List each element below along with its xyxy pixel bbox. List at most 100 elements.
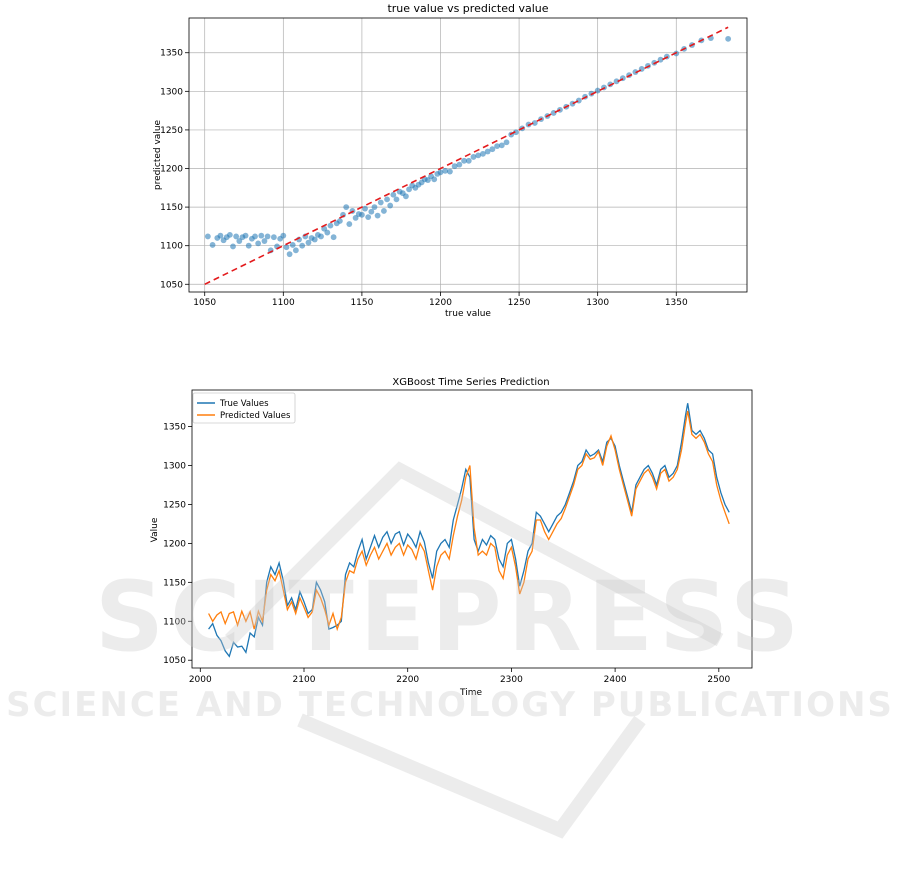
scatter-point [204,233,211,240]
line-y-tick-label: 1300 [163,462,186,472]
scatter-point [725,35,732,42]
line-plot-area [191,389,753,669]
legend-box [192,392,296,424]
scatter-point [403,193,409,200]
scatter-point [292,247,299,254]
scatter-x-tick-label: 1300 [586,298,609,308]
scatter-point [377,199,384,206]
scatter-point [261,238,268,244]
scatter-point [613,78,620,85]
scatter-point [242,232,249,239]
scatter-point [336,218,343,224]
scatter-point [283,244,290,251]
scatter-point [393,196,400,203]
scatter-point [305,239,312,246]
line-chart-title: XGBoost Time Series Prediction [392,377,549,388]
scatter-points [204,35,732,258]
legend: True Values Predicted Values [192,392,296,424]
scatter-point [327,222,334,229]
scatter-y-tick-label: 1200 [160,165,183,175]
line-ticks: 2000 2100 2200 2300 2400 2500 1050 1100 1150 1200… [163,423,730,685]
scatter-point [245,242,252,249]
scatter-point [321,225,328,232]
scatter-point [362,205,368,212]
scatter-point [451,163,458,170]
scatter-grid [189,18,747,292]
scatter-point [484,148,491,155]
line-chart: XGBoost Time Series Prediction 2000 2100 2… [150,377,753,698]
scatter-point [381,208,387,214]
scatter-title: true value vs predicted value [387,2,548,15]
line-y-tick-label: 1050 [163,656,186,666]
line-x-tick-label: 2400 [604,675,627,685]
scatter-point [289,242,296,248]
series-line-true-values [208,403,730,658]
scatter-point [456,161,463,168]
scatter-point [324,229,331,236]
scatter-point [513,129,519,136]
scatter-x-tick-label: 1150 [350,298,373,308]
scatter-y-tick-label: 1050 [160,280,183,290]
scatter-point [437,169,444,176]
scatter-point [406,186,412,193]
scatter-point [264,233,271,240]
scatter-point [318,233,324,240]
scatter-point [494,143,500,150]
scatter-point [470,154,477,160]
scatter-point [531,120,538,126]
scatter-ticks: 1050 1100 1150 1200 1250 1300 1350 1050 1100 1150… [160,49,688,308]
scatter-point [280,232,287,239]
line-y-tick-label: 1350 [163,423,186,433]
scatter-point [236,238,243,244]
scatter-point [270,234,277,241]
line-y-tick-label: 1100 [163,617,186,627]
scatter-point [365,214,372,221]
scatter-point [343,204,350,210]
scatter-point [209,242,216,248]
scatter-y-tick-label: 1250 [160,126,183,136]
line-x-tick-label: 2000 [189,675,212,685]
scatter-point [498,142,505,149]
scatter-y-axis-label: predicted value [153,119,163,190]
scatter-y-tick-label: 1300 [160,87,183,97]
line-y-axis-label: Value [150,517,160,542]
legend-label-true-values: True Values [219,399,269,409]
scatter-point [425,177,431,183]
line-y-tick-label: 1150 [163,578,186,588]
scatter-x-tick-label: 1100 [272,298,295,308]
line-x-tick-label: 2200 [396,675,419,685]
series-line-predicted-values [208,410,730,632]
identity-reference-line [204,26,729,285]
scatter-point [226,231,233,238]
scatter-point [286,251,293,258]
scatter-point [371,204,378,210]
scatter-x-tick-label: 1200 [429,298,452,308]
line-y-tick-label: 1200 [163,539,186,549]
scatter-plot-area [188,17,748,293]
scatter-x-tick-label: 1350 [665,298,688,308]
scatter-point [368,208,375,215]
scatter-point [480,150,486,157]
line-x-tick-label: 2100 [293,675,316,685]
scatter-point [461,157,467,164]
scatter-y-tick-label: 1150 [160,203,183,213]
line-y-tick-label: 1250 [163,500,186,510]
scatter-point [374,212,381,219]
scatter-point [352,215,359,221]
line-x-tick-label: 2300 [500,675,523,685]
scatter-x-axis-label: true value [445,309,491,319]
scatter-point [384,196,390,203]
scatter-point [252,233,258,240]
scatter-point [311,236,318,243]
scatter-point [299,242,306,249]
scatter-y-tick-label: 1350 [160,49,183,59]
scatter-point [550,110,557,116]
scatter-point [330,234,337,241]
scatter-point [447,168,453,175]
line-x-tick-label: 2500 [707,675,730,685]
line-x-axis-label: Time [459,688,482,698]
scatter-point [465,157,472,164]
legend-label-predicted-values: Predicted Values [220,411,291,421]
scatter-point [387,202,394,209]
